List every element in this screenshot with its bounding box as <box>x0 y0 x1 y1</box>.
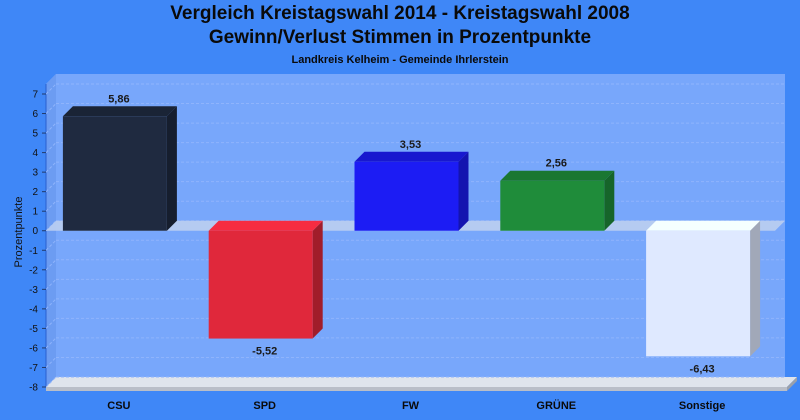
floor-edge <box>46 387 787 391</box>
bar-top <box>354 151 469 162</box>
gridline-side <box>45 122 57 134</box>
bar-side <box>312 220 323 339</box>
gridline-side <box>45 142 57 153</box>
chart-title: Vergleich Kreistagswahl 2014 - Kreistags… <box>170 3 630 24</box>
bar <box>646 230 751 357</box>
y-tick-label: 3 <box>32 168 38 179</box>
x-tick-label: GRÜNE <box>536 399 576 412</box>
chart-caption: Landkreis Kelheim - Gemeinde Ihrlerstein <box>291 54 509 66</box>
bar <box>354 161 459 231</box>
y-tick-label: -7 <box>29 363 38 374</box>
y-tick-label: 5 <box>32 129 38 140</box>
gridline-side <box>45 103 57 114</box>
bar-sonstige: -6,43 <box>646 220 761 375</box>
x-tick-label: Sonstige <box>679 400 725 412</box>
gridline-side <box>45 318 57 329</box>
gridline-side <box>45 357 57 368</box>
y-tick-label: 4 <box>32 148 38 159</box>
bar <box>500 180 605 231</box>
data-label: -6,43 <box>690 363 715 375</box>
bar-spd: -5,52 <box>208 220 323 358</box>
bar-top <box>500 170 615 181</box>
y-tick-label: -1 <box>29 246 38 257</box>
y-tick-label: -6 <box>29 343 38 354</box>
gridline-side <box>45 161 57 173</box>
bar-side <box>458 151 469 231</box>
data-label: 5,86 <box>108 93 129 105</box>
chart-subtitle: Gewinn/Verlust Stimmen in Prozentpunkte <box>208 27 592 48</box>
gridline-side <box>45 259 57 271</box>
y-tick-label: 6 <box>32 109 38 120</box>
x-axis-labels: CSU SPD FW GRÜNE Sonstige <box>107 399 725 412</box>
y-axis-label: Prozentpunkte <box>13 197 25 268</box>
y-tick-label: -3 <box>29 285 38 296</box>
bar-side <box>166 106 177 231</box>
data-label: -5,52 <box>252 346 277 358</box>
y-tick-label: -2 <box>29 265 38 276</box>
gridline-side <box>45 298 57 310</box>
y-tick-label: -5 <box>29 324 38 335</box>
y-tick-label: 7 <box>32 90 38 101</box>
bar-top <box>208 220 323 231</box>
data-label: 3,53 <box>400 139 421 151</box>
bar <box>62 116 167 231</box>
x-tick-label: FW <box>402 400 420 412</box>
bar-side <box>750 220 761 357</box>
y-tick-label: -8 <box>29 383 38 394</box>
bars: 5,86 -5,52 3,53 2,56 -6,43 <box>62 93 761 375</box>
data-label: 2,56 <box>546 158 567 170</box>
gridline-side <box>45 83 57 95</box>
y-tick-label: 0 <box>32 226 38 237</box>
bar-csu: 5,86 <box>62 93 177 231</box>
x-tick-label: CSU <box>107 400 130 412</box>
gridline-side <box>45 337 57 349</box>
floor-side <box>787 377 797 391</box>
gridline-side <box>45 278 57 290</box>
gridline-side <box>45 239 57 251</box>
bar-fw: 3,53 <box>354 139 469 231</box>
bar-side <box>604 170 615 231</box>
gridline-side <box>45 200 57 212</box>
gridline-side <box>45 376 57 388</box>
floor-top <box>46 377 797 387</box>
y-tick-label: 2 <box>32 187 38 198</box>
y-tick-label: -4 <box>29 304 38 315</box>
gridline-side <box>45 181 57 193</box>
bar-top <box>62 106 177 117</box>
bar-top <box>646 220 761 231</box>
y-axis-ticks: 7 6 5 4 3 2 1 0 -1 -2 -3 -4 -5 -6 -7 -8 <box>29 90 46 394</box>
x-tick-label: SPD <box>253 400 276 412</box>
bar-grüne: 2,56 <box>500 158 615 231</box>
bar <box>208 230 313 339</box>
y-tick-label: 1 <box>32 207 38 218</box>
